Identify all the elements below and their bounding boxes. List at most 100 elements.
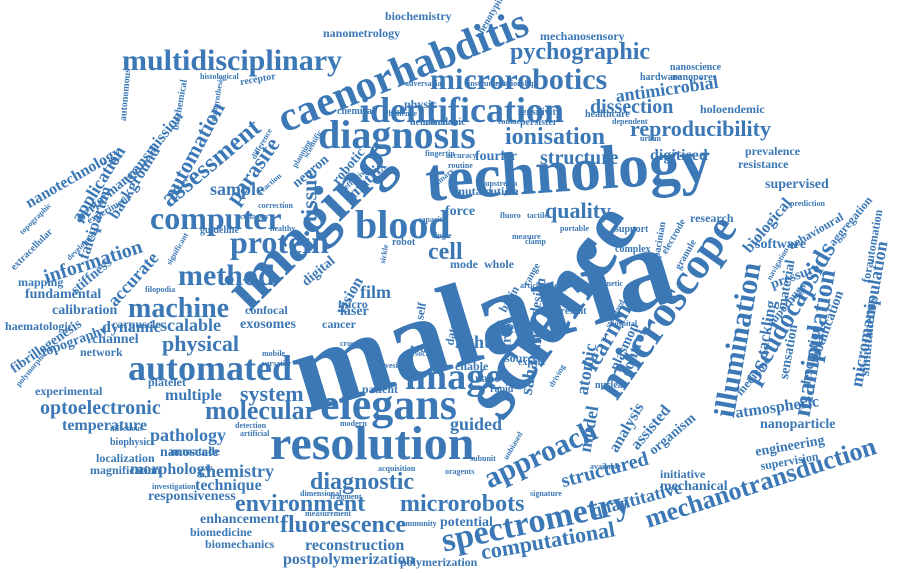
word: persister xyxy=(520,117,558,128)
word: histological xyxy=(200,72,239,81)
word: biomechanics xyxy=(205,537,275,551)
word: responsiveness xyxy=(148,489,236,504)
word: enhancement xyxy=(200,512,280,527)
word: instrument xyxy=(468,79,506,88)
word: molecular xyxy=(205,396,317,425)
word: machine xyxy=(128,293,230,324)
word: quality xyxy=(545,198,612,223)
word: resolution xyxy=(270,417,475,470)
word: vesicle xyxy=(385,361,408,370)
word: field xyxy=(495,317,529,337)
word: touch xyxy=(410,341,439,355)
word: dynamic xyxy=(102,319,161,336)
word: community xyxy=(398,519,437,528)
word: optoelectronic xyxy=(40,397,161,419)
word: polymerization xyxy=(400,555,478,569)
word: cell xyxy=(428,239,463,265)
word: whole xyxy=(484,257,514,271)
word: reconstruction xyxy=(305,537,405,554)
word: nuclear xyxy=(595,380,628,391)
word: laser xyxy=(340,304,369,319)
word: oragents xyxy=(445,467,475,476)
word: technique xyxy=(195,477,262,494)
word: fluoro xyxy=(500,211,521,220)
word: autonomous xyxy=(117,68,134,122)
word: fingertip xyxy=(425,149,455,158)
word: subunit xyxy=(470,454,496,463)
word: reproducibility xyxy=(630,116,771,141)
word: collagen xyxy=(240,212,268,221)
word: chemical xyxy=(337,106,375,117)
word: social xyxy=(415,349,435,358)
word: dissection xyxy=(590,96,674,118)
word: fundamental xyxy=(25,287,102,302)
word: enable xyxy=(455,359,489,373)
word: complex xyxy=(615,244,651,255)
word: force xyxy=(445,204,476,219)
word: platelet xyxy=(148,375,186,389)
word: model xyxy=(574,404,603,454)
word: potential xyxy=(440,515,493,530)
word: hospital xyxy=(610,319,638,328)
word: mode xyxy=(450,257,478,271)
word: patient xyxy=(362,382,398,396)
word: digitised xyxy=(650,147,708,164)
word: blood xyxy=(355,202,451,247)
word: tactile xyxy=(527,211,548,220)
word: scalable xyxy=(160,315,221,335)
word: routine xyxy=(448,161,473,170)
word: computer xyxy=(150,200,282,236)
word: pathology xyxy=(150,425,227,445)
word: automated xyxy=(128,348,292,388)
word: modern xyxy=(340,419,367,428)
word: contact xyxy=(498,117,523,126)
word: guideline xyxy=(200,225,239,236)
word: article xyxy=(520,281,542,290)
word: diagnostic xyxy=(310,469,415,495)
word: mechanical xyxy=(660,479,728,494)
word: data xyxy=(442,321,461,347)
word: guided xyxy=(450,414,503,434)
word: prediction xyxy=(790,199,825,208)
word: elegans xyxy=(320,380,457,429)
word: microrobots xyxy=(400,491,525,517)
word: nematode xyxy=(170,444,220,458)
word: acquisition xyxy=(378,464,416,473)
word: filopodia xyxy=(145,285,176,294)
word: cross xyxy=(340,339,358,348)
word: robot xyxy=(392,237,416,248)
word: urban xyxy=(640,134,661,143)
word: capacity xyxy=(418,215,447,224)
word: image xyxy=(405,356,503,398)
word: available xyxy=(590,462,621,471)
word: investigation xyxy=(152,482,196,491)
word: support xyxy=(615,224,649,235)
word: source xyxy=(505,351,539,365)
word: diagnosis xyxy=(318,112,476,157)
word: mechanosensory xyxy=(540,29,625,43)
word: mapping xyxy=(18,275,64,289)
word: confocal xyxy=(245,303,288,317)
word: postpolymerization xyxy=(283,551,415,568)
word: portable xyxy=(560,224,589,233)
word: film xyxy=(360,282,391,302)
word: nano xyxy=(475,371,501,385)
word: africa xyxy=(499,319,515,355)
word: fourier xyxy=(475,149,517,164)
word: hardware xyxy=(640,72,682,83)
word: physical xyxy=(162,331,240,356)
word: self xyxy=(412,301,430,321)
word: fragment xyxy=(330,492,362,501)
word: biochemical xyxy=(170,78,190,132)
word: ionisation xyxy=(505,124,606,150)
word: holoendemic xyxy=(700,102,765,116)
word: adversarial xyxy=(405,79,444,88)
word: present xyxy=(555,306,587,317)
word: identification xyxy=(360,90,564,130)
word: accuracy xyxy=(446,151,477,160)
word: software xyxy=(755,237,807,252)
word: experimental xyxy=(35,384,103,398)
word: relationship xyxy=(495,79,536,88)
word: channel xyxy=(92,332,139,347)
